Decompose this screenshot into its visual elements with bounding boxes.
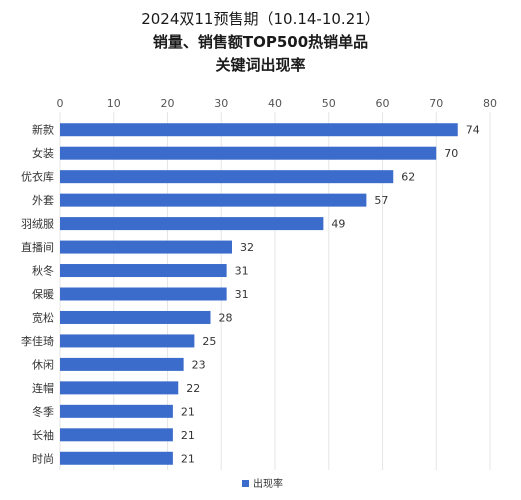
category-label: 冬季 <box>32 404 54 418</box>
chart-title-line-1: 2024双11预售期（10.14-10.21） <box>141 10 380 28</box>
value-label: 21 <box>181 452 195 465</box>
bar <box>60 193 367 207</box>
bar <box>60 428 173 442</box>
category-label: 女装 <box>32 146 54 160</box>
category-label: 新款 <box>32 123 54 137</box>
x-tick-label: 0 <box>57 97 64 110</box>
category-label: 连帽 <box>32 382 54 395</box>
category-label: 保暖 <box>32 287 54 301</box>
category-label: 时尚 <box>32 451 54 465</box>
bar <box>60 146 437 160</box>
bar <box>60 310 211 324</box>
x-tick-label: 40 <box>268 97 282 110</box>
value-label: 25 <box>202 335 216 348</box>
x-tick-label: 10 <box>107 97 121 110</box>
category-label: 秋冬 <box>32 264 54 278</box>
value-label: 62 <box>401 171 415 184</box>
category-label: 宽松 <box>32 310 54 324</box>
x-tick-label: 50 <box>322 97 336 110</box>
category-label: 羽绒服 <box>21 218 54 231</box>
x-tick-label: 20 <box>161 97 175 110</box>
category-label: 李佳琦 <box>21 334 54 348</box>
bar <box>60 357 184 371</box>
value-label: 28 <box>219 311 233 324</box>
bar <box>60 334 195 348</box>
x-tick-label: 70 <box>429 97 443 110</box>
value-label: 31 <box>235 288 249 301</box>
category-label: 优衣库 <box>21 170 54 184</box>
chart-title-line-3: 关键词出现率 <box>215 56 306 74</box>
bar <box>60 287 227 301</box>
x-tick-label: 30 <box>214 97 228 110</box>
value-label: 49 <box>331 218 345 231</box>
value-label: 32 <box>240 241 254 254</box>
legend-label: 出现率 <box>253 477 283 490</box>
value-label: 21 <box>181 405 195 418</box>
value-label: 21 <box>181 429 195 442</box>
value-label: 23 <box>192 358 206 371</box>
category-label: 直播间 <box>21 240 54 254</box>
value-label: 74 <box>466 124 480 137</box>
bar <box>60 217 324 231</box>
value-label: 31 <box>235 265 249 278</box>
bar <box>60 123 458 137</box>
x-tick-label: 60 <box>376 97 390 110</box>
chart-title-line-2: 销量、销售额TOP500热销单品 <box>152 33 369 51</box>
category-label: 休闲 <box>32 357 54 371</box>
bar <box>60 170 394 184</box>
value-label: 22 <box>186 382 200 395</box>
bar <box>60 451 173 465</box>
value-label: 57 <box>374 194 388 207</box>
bar <box>60 381 179 395</box>
x-tick-label: 80 <box>483 97 497 110</box>
legend-swatch <box>242 480 249 487</box>
bar <box>60 404 173 418</box>
category-label: 长袖 <box>32 428 54 442</box>
bar <box>60 264 227 278</box>
category-label: 外套 <box>32 194 54 207</box>
value-label: 70 <box>444 147 458 160</box>
bar <box>60 240 232 254</box>
